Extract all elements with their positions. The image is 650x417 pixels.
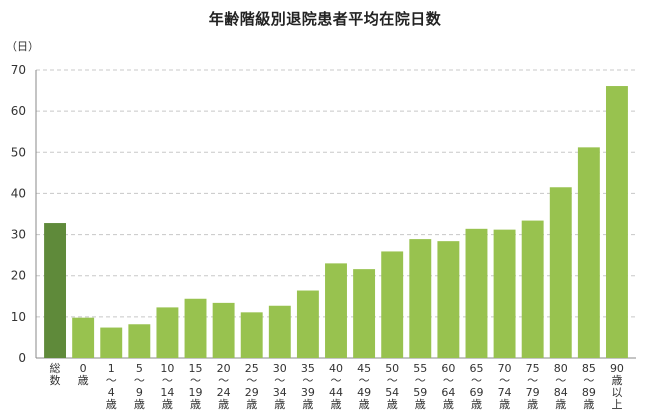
bar bbox=[100, 327, 123, 358]
bar bbox=[381, 251, 404, 358]
bar bbox=[437, 241, 460, 358]
bar bbox=[184, 298, 207, 358]
bar bbox=[521, 220, 544, 358]
y-tick-label: 50 bbox=[11, 145, 26, 159]
x-category-label: 50 〜 54 歳 bbox=[385, 362, 399, 411]
x-category-label: 25 〜 29 歳 bbox=[245, 362, 259, 411]
x-category-label: 30 〜 34 歳 bbox=[273, 362, 287, 411]
bar bbox=[325, 263, 347, 358]
y-tick-label: 10 bbox=[11, 310, 26, 324]
y-tick-label: 70 bbox=[11, 63, 26, 77]
x-category-label: 70 〜 74 歳 bbox=[498, 362, 512, 411]
x-category-label: 85 〜 89 歳 bbox=[582, 362, 596, 411]
bar bbox=[240, 312, 263, 358]
x-category-label: 80 〜 84 歳 bbox=[554, 362, 568, 411]
x-category-label: 45 〜 49 歳 bbox=[357, 362, 371, 411]
x-category-label: 15 〜 19 歳 bbox=[189, 362, 203, 411]
x-category-label: 総数 bbox=[50, 361, 61, 387]
bar bbox=[409, 239, 432, 358]
y-tick-label: 20 bbox=[11, 269, 26, 283]
bar bbox=[296, 290, 319, 358]
bar bbox=[465, 228, 488, 358]
x-category-label: 5 〜 9 歳 bbox=[134, 362, 145, 411]
x-category-label: 40 〜 44 歳 bbox=[329, 362, 343, 411]
chart-title: 年齢階級別退院患者平均在院日数 bbox=[208, 10, 442, 28]
y-tick-label: 0 bbox=[18, 351, 26, 365]
x-category-label: 35 〜 39 歳 bbox=[301, 362, 315, 411]
bar bbox=[128, 324, 151, 358]
x-category-label: 65 〜 69 歳 bbox=[469, 362, 483, 411]
bar bbox=[605, 86, 628, 358]
x-category-label: 55 〜 59 歳 bbox=[413, 362, 427, 411]
bar bbox=[493, 229, 516, 358]
x-category-label: 1 〜 4 歳 bbox=[106, 362, 117, 411]
x-category-label: 60 〜 64 歳 bbox=[441, 362, 455, 411]
x-category-label: 75 〜 79 歳 bbox=[526, 362, 540, 411]
bar-total bbox=[44, 223, 67, 358]
y-axis-unit-label: （日） bbox=[6, 40, 39, 53]
bar bbox=[268, 305, 291, 358]
bar bbox=[549, 187, 572, 358]
bar bbox=[577, 147, 600, 358]
bar bbox=[212, 302, 235, 358]
bar bbox=[72, 317, 95, 358]
y-tick-label: 60 bbox=[11, 104, 26, 118]
x-category-label: 20 〜 24 歳 bbox=[217, 362, 231, 411]
x-category-label: 90 歳以上 bbox=[610, 362, 624, 411]
y-tick-label: 40 bbox=[11, 186, 26, 200]
x-category-label: 10 〜 14 歳 bbox=[160, 362, 174, 411]
bar bbox=[156, 307, 179, 358]
y-tick-label: 30 bbox=[11, 228, 26, 242]
bar bbox=[353, 269, 376, 358]
